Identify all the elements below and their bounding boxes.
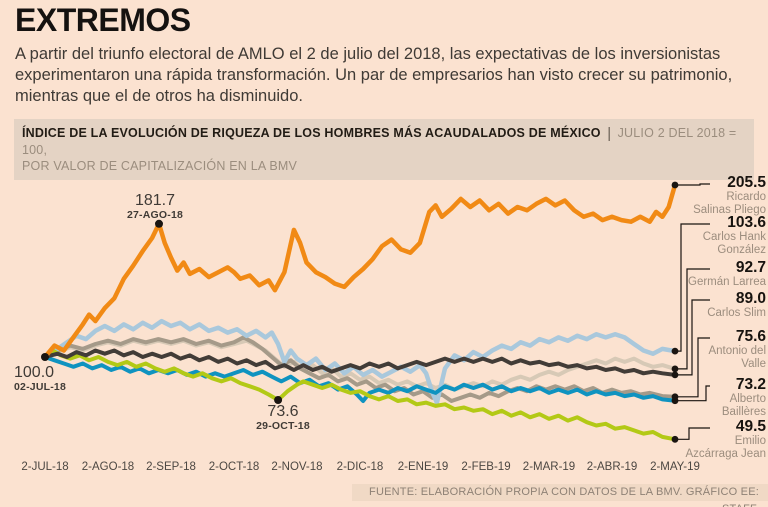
chart-title: ÍNDICE DE LA EVOLUCIÓN DE RIQUEZA DE LOS… — [22, 126, 601, 140]
end-value-azcarraga: 49.5 — [735, 418, 766, 435]
intro-line-1: A partir del triunfo electoral de AMLO e… — [15, 45, 721, 63]
x-tick-2-DIC-18: 2-DIC-18 — [336, 461, 384, 473]
annotation-value-peak: 181.7 — [134, 192, 176, 209]
end-dot-hank — [671, 347, 679, 355]
x-tick-2-MAY-19: 2-MAY-19 — [650, 461, 700, 473]
end-dot-bailleres — [671, 397, 679, 405]
line-delvalle — [43, 335, 677, 403]
connector-delvalle — [675, 337, 710, 398]
annotation-dot-dip — [274, 396, 283, 404]
end-label-salinas: 205.5 Ricardo Salinas Pliego — [676, 175, 766, 217]
end-name-azcarraga: Azcárraga Jean — [685, 448, 766, 460]
line-hank — [42, 318, 678, 405]
end-value-hank: 103.6 — [727, 214, 766, 231]
connector-bailleres — [675, 385, 710, 402]
end-name-hank: González — [717, 244, 766, 256]
annotation-dip: 73.6 29-OCT-18 — [223, 403, 343, 433]
end-label-azcarraga: 49.5 Emilio Azcárraga Jean — [676, 419, 766, 461]
annotation-date-start: 02-JUL-18 — [14, 381, 66, 393]
end-dot-slim — [671, 371, 679, 379]
chart-subtitle-part2: POR VALOR DE CAPITALIZACIÓN EN LA BMV — [22, 159, 298, 173]
line-azcarraga — [43, 348, 677, 442]
end-value-larrea: 92.7 — [735, 259, 766, 276]
annotation-date-peak: 27-AGO-18 — [126, 209, 184, 221]
end-name-salinas: Salinas Pliego — [693, 204, 766, 216]
end-label-bailleres: 73.2 Alberto Baillères — [676, 377, 766, 419]
chart-header-line1: ÍNDICE DE LA EVOLUCIÓN DE RIQUEZA DE LOS… — [22, 124, 746, 159]
end-value-delvalle: 75.6 — [735, 328, 766, 345]
source-note: FUENTE: ELABORACIÓN PROPIA CON DATOS DE … — [352, 484, 768, 507]
annotation-dot-start — [41, 353, 49, 361]
end-name-slim: Carlos Slim — [707, 307, 766, 319]
end-name-hank: Carlos Hank — [702, 231, 766, 243]
x-tick-2-FEB-19: 2-FEB-19 — [461, 461, 511, 473]
end-label-delvalle: 75.6 Antonio del Valle — [676, 329, 766, 371]
end-dot-larrea — [671, 365, 679, 373]
end-dot-salinas — [671, 181, 679, 189]
intro-line-2: experimentaron una rápida transformación… — [15, 66, 733, 84]
connector-larrea — [675, 268, 710, 370]
end-value-salinas: 205.5 — [727, 174, 766, 191]
x-tick-2-AGO-18: 2-AGO-18 — [81, 461, 135, 473]
x-tick-2-OCT-18: 2-OCT-18 — [208, 461, 260, 473]
annotation-start: 100.0 02-JUL-18 — [14, 364, 66, 394]
connector-azcarraga — [675, 427, 710, 440]
annotation-date-dip: 29-OCT-18 — [256, 420, 310, 432]
annotation-peak: 181.7 27-AGO-18 — [95, 192, 215, 222]
end-value-slim: 89.0 — [735, 290, 766, 307]
connector-slim — [675, 299, 710, 376]
divider-bar: | — [607, 125, 612, 142]
end-label-slim: 89.0 Carlos Slim — [676, 291, 766, 320]
end-label-hank: 103.6 Carlos Hank González — [676, 215, 766, 257]
x-tick-2-JUL-18: 2-JUL-18 — [21, 461, 69, 473]
end-name-delvalle: Valle — [741, 358, 766, 370]
intro-paragraph: A partir del triunfo electoral de AMLO e… — [15, 44, 760, 107]
end-name-bailleres: Baillères — [721, 406, 766, 418]
page-title: EXTREMOS — [15, 2, 191, 38]
connector-salinas — [675, 183, 710, 186]
end-dot-azcarraga — [671, 435, 679, 443]
end-label-larrea: 92.7 Germán Larrea — [676, 260, 766, 289]
chart-header-bar: ÍNDICE DE LA EVOLUCIÓN DE RIQUEZA DE LOS… — [14, 119, 754, 180]
end-name-salinas: Ricardo — [726, 191, 766, 203]
line-salinas — [42, 182, 678, 360]
x-tick-2-SEP-18: 2-SEP-18 — [146, 461, 196, 473]
end-name-delvalle: Antonio del — [708, 345, 766, 357]
x-tick-2-ENE-19: 2-ENE-19 — [397, 461, 449, 473]
line-slim — [43, 348, 677, 377]
line-bailleres — [43, 355, 677, 403]
x-tick-2-NOV-18: 2-NOV-18 — [271, 461, 323, 473]
annotation-dot-peak — [155, 219, 163, 228]
annotation-value-start: 100.0 — [14, 364, 55, 381]
end-name-azcarraga: Emilio — [734, 435, 766, 447]
end-name-bailleres: Alberto — [729, 393, 766, 405]
x-tick-2-ABR-19: 2-ABR-19 — [586, 461, 638, 473]
end-value-bailleres: 73.2 — [735, 376, 766, 393]
annotation-value-dip: 73.6 — [267, 403, 299, 420]
chart-subtitle-part1: JULIO 2 DEL 2018 = 100, — [22, 126, 737, 157]
x-tick-2-MAR-19: 2-MAR-19 — [522, 461, 576, 473]
end-name-larrea: Germán Larrea — [688, 276, 766, 288]
intro-line-3: mientras que el de otros ha disminuido. — [15, 87, 303, 105]
